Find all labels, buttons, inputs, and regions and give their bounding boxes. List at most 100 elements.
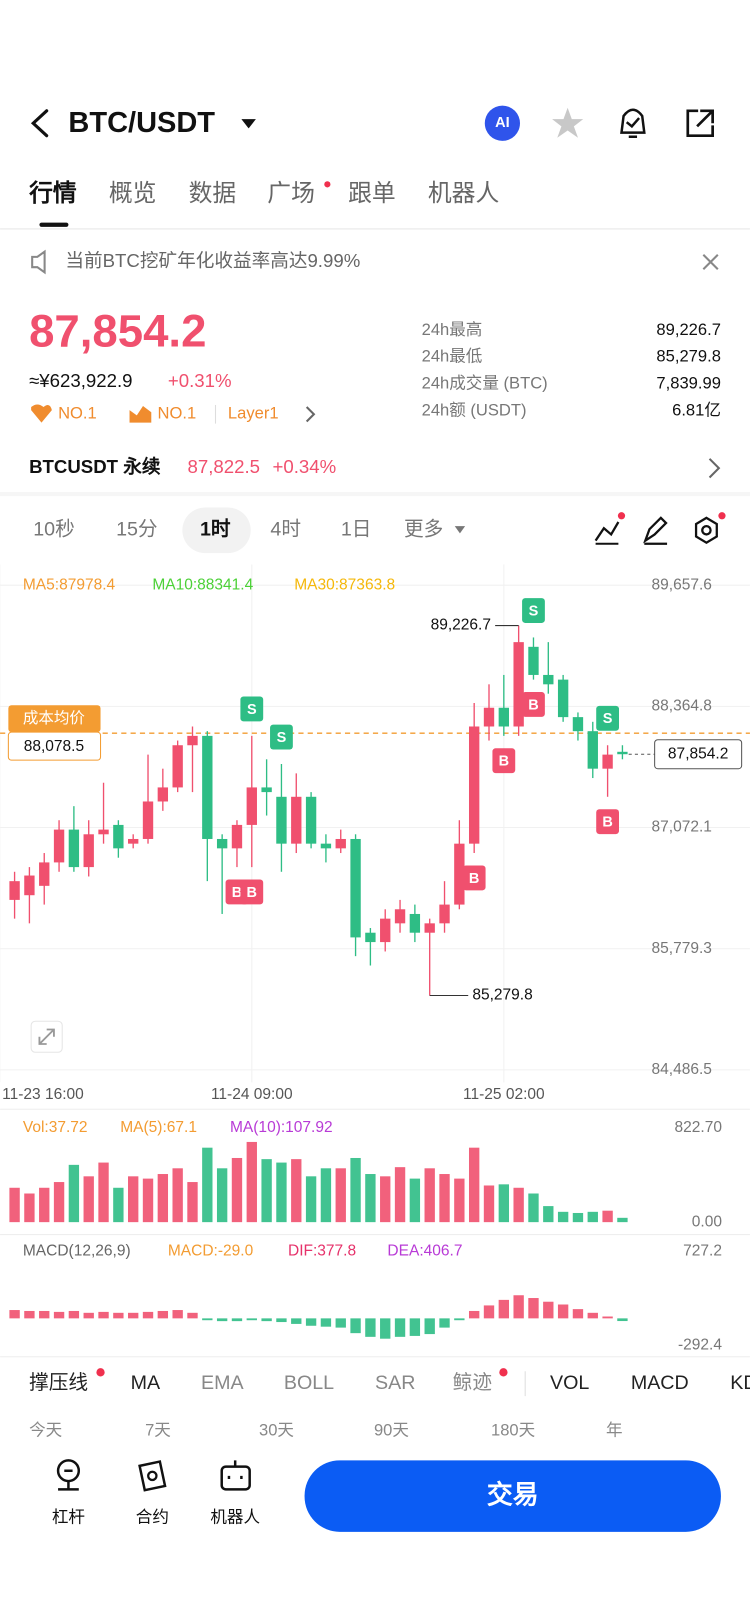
interval[interactable]: 15分 <box>116 518 158 540</box>
tab-underline <box>39 222 69 227</box>
candle-body <box>172 745 183 788</box>
trade-marker-label: S <box>247 702 257 718</box>
trade-button[interactable] <box>304 1460 721 1532</box>
volume-bar <box>39 1187 50 1223</box>
interval[interactable]: 10秒 <box>33 518 75 540</box>
range-tab[interactable]: 今天 <box>29 1421 62 1440</box>
notice-close[interactable] <box>702 254 719 271</box>
range-tab[interactable]: 90天 <box>374 1421 409 1440</box>
settings-icon[interactable] <box>694 516 718 545</box>
trade-marker[interactable] <box>270 724 293 750</box>
volume-bar <box>172 1168 183 1223</box>
draw-icon[interactable] <box>643 516 668 545</box>
candle-body <box>587 731 598 769</box>
trade-marker[interactable] <box>522 598 545 623</box>
tab[interactable]: 广场 <box>267 180 315 207</box>
notice-text[interactable]: 当前BTC挖矿年化收益率高达9.99% <box>65 250 360 271</box>
candle-body <box>572 717 584 732</box>
perp-name[interactable]: BTCUSDT 永续 <box>29 456 161 477</box>
cost-tag-bottom <box>7 731 102 761</box>
macd-bar <box>157 1310 169 1319</box>
interval[interactable]: 1日 <box>341 518 372 540</box>
macd-bar <box>246 1318 257 1321</box>
pair-title[interactable]: BTC/USDT <box>68 107 215 139</box>
trade-marker[interactable] <box>522 692 545 717</box>
trade-marker[interactable] <box>596 809 619 835</box>
y-tick-label: 84,486.5 <box>652 1061 712 1078</box>
volume-bar <box>157 1174 169 1223</box>
range-tab[interactable]: 年 <box>606 1421 623 1440</box>
indicator-tab[interactable]: 鲸迹 <box>453 1372 492 1394</box>
stat-value: 85,279.8 <box>656 347 720 366</box>
alert-icon[interactable] <box>620 108 646 138</box>
share-icon[interactable] <box>686 109 714 138</box>
macd-bar <box>83 1312 94 1319</box>
indicator-tab[interactable]: VOL <box>550 1372 589 1394</box>
indicator-tab[interactable]: MA <box>131 1372 161 1394</box>
settings-icon-center <box>701 525 712 536</box>
candle-body <box>113 824 124 849</box>
interval[interactable]: 4时 <box>270 518 301 540</box>
macd-bar <box>9 1310 20 1319</box>
perp-change: +0.34% <box>272 456 336 477</box>
candle-body <box>617 751 628 755</box>
trade-marker[interactable] <box>240 696 264 722</box>
back-button[interactable] <box>30 109 49 138</box>
macd-bar <box>617 1318 628 1322</box>
candle-body <box>68 829 80 868</box>
candle-body <box>261 787 272 793</box>
badge[interactable]: NO.1 <box>58 404 97 423</box>
indicator-tab[interactable]: BOLL <box>284 1372 334 1394</box>
y-tick-label: 822.70 <box>674 1119 722 1136</box>
cost-tag-top <box>8 705 101 733</box>
chevron[interactable] <box>305 406 316 423</box>
tab[interactable]: 机器人 <box>428 180 499 207</box>
trade-marker[interactable] <box>462 865 486 891</box>
interval[interactable]: 1时 <box>200 518 231 540</box>
nav-label[interactable]: 机器人 <box>210 1508 260 1527</box>
badge[interactable]: NO.1 <box>158 404 197 423</box>
chevron[interactable] <box>708 458 721 479</box>
range-tab[interactable]: 30天 <box>259 1421 294 1440</box>
trade-marker[interactable] <box>596 705 619 731</box>
range-tab[interactable]: 7天 <box>145 1421 171 1440</box>
favorite-icon[interactable] <box>552 107 584 138</box>
badge[interactable]: Layer1 <box>228 404 279 423</box>
tab[interactable]: 行情 <box>28 179 77 207</box>
indicator-tab[interactable]: 撑压线 <box>29 1372 88 1394</box>
volume-bar <box>128 1176 139 1223</box>
macd-bar <box>320 1318 332 1327</box>
volume-bar <box>602 1210 613 1223</box>
stat-label: 24h最高 <box>422 320 483 339</box>
volume-bar <box>439 1174 450 1223</box>
kline-chart[interactable]: 89,657.6 88,364.8 87,072.1 85,779.3 84,486.5… <box>0 564 750 1103</box>
macd-bar <box>276 1318 287 1323</box>
indicator-tab[interactable]: SAR <box>375 1372 415 1394</box>
pair-dropdown[interactable] <box>241 119 256 129</box>
robot-icon[interactable] <box>220 1465 251 1491</box>
indicator-icon[interactable] <box>594 521 620 542</box>
indicator-tab[interactable]: KD <box>730 1372 750 1394</box>
indicator-tab[interactable]: EMA <box>201 1372 244 1394</box>
candle-body <box>216 838 228 849</box>
ai-button[interactable] <box>484 105 520 141</box>
interval-pill <box>182 507 251 554</box>
trade-marker[interactable] <box>492 748 516 774</box>
cost-label: 成本均价 <box>23 709 86 727</box>
stat-label: 24h成交量 (BTC) <box>422 374 548 393</box>
indicator-tab[interactable]: MACD <box>631 1372 689 1394</box>
tab[interactable]: 数据 <box>189 180 237 207</box>
nav-label[interactable]: 杠杆 <box>52 1508 85 1527</box>
volume-bar <box>187 1182 198 1223</box>
volume-bar <box>572 1212 584 1223</box>
macd-bar <box>291 1318 302 1324</box>
range-tab[interactable]: 180天 <box>491 1421 535 1440</box>
nav-label[interactable]: 合约 <box>136 1508 169 1527</box>
tab[interactable]: 概览 <box>109 180 157 207</box>
contract-icon[interactable] <box>138 1460 167 1492</box>
trade-marker[interactable] <box>240 879 264 905</box>
interval[interactable]: 更多 <box>404 518 443 540</box>
volume-label: Vol:37.72 <box>23 1119 88 1136</box>
y-tick-label: 87,072.1 <box>652 819 712 836</box>
tab[interactable]: 跟单 <box>348 180 396 207</box>
